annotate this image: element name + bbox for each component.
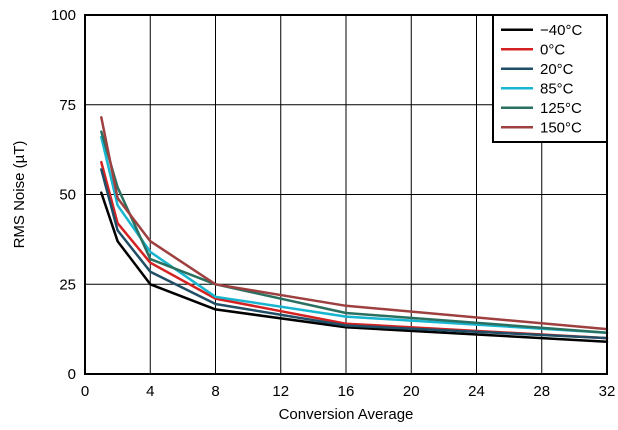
x-tick-label: 0 <box>81 383 89 400</box>
legend-entry: −40°C <box>540 22 582 39</box>
y-axis-label: RMS Noise (µT) <box>11 141 28 249</box>
x-tick-label: 12 <box>272 383 289 400</box>
series-line <box>100 191 609 343</box>
y-tick-label: 100 <box>51 7 76 24</box>
legend: −40°C 0°C 20°C 85°C 125°C 150°C <box>492 14 608 143</box>
x-tick-label: 28 <box>533 383 550 400</box>
x-tick-labels: 0 4 8 12 16 20 24 28 32 <box>81 383 616 400</box>
series-line <box>100 168 609 340</box>
legend-entry: 85°C <box>540 80 574 97</box>
x-tick-label: 24 <box>468 383 485 400</box>
legend-entry: 125°C <box>540 100 582 117</box>
series-line <box>100 160 609 340</box>
y-tick-label: 50 <box>59 187 76 204</box>
legend-entry: 0°C <box>540 41 565 58</box>
series-line <box>100 116 609 331</box>
x-tick-label: 8 <box>211 383 219 400</box>
x-tick-label: 16 <box>338 383 355 400</box>
legend-box <box>492 14 608 143</box>
x-tick-label: 20 <box>403 383 420 400</box>
plot-frame <box>84 14 608 375</box>
y-tick-label: 75 <box>59 97 76 114</box>
x-tick-label: 4 <box>146 383 154 400</box>
x-tick-label: 32 <box>599 383 616 400</box>
y-tick-labels: 0 25 50 75 100 <box>51 7 76 383</box>
series-line <box>100 135 609 334</box>
x-axis-label: Conversion Average <box>279 406 414 423</box>
legend-entry: 150°C <box>540 119 582 136</box>
legend-entry: 20°C <box>540 61 574 78</box>
y-tick-label: 25 <box>59 276 76 293</box>
series-lines <box>100 116 609 343</box>
series-line <box>100 130 609 334</box>
y-tick-label: 0 <box>68 366 76 383</box>
